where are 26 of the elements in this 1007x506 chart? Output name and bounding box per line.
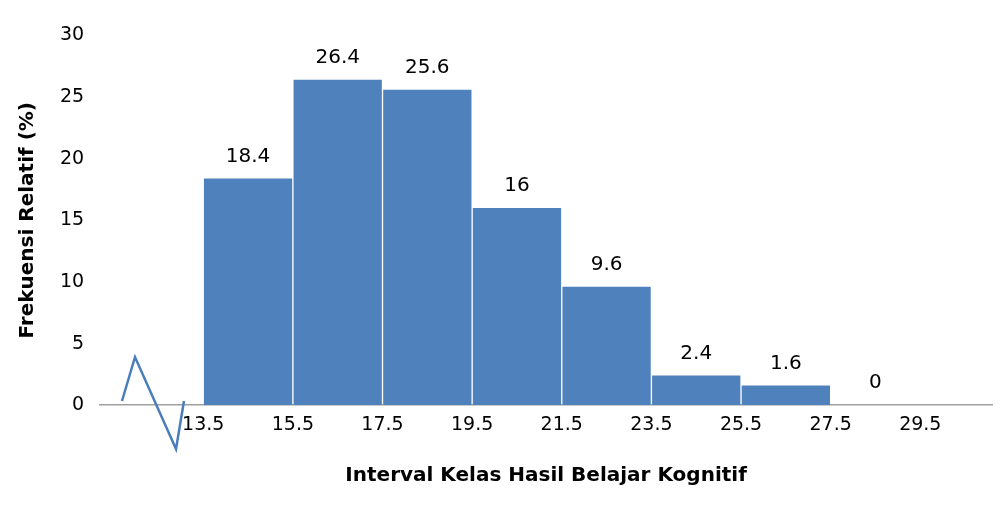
x-tick-label: 29.5 <box>899 411 942 434</box>
y-tick-label: 15 <box>59 207 85 230</box>
x-tick-label: 13.5 <box>182 411 225 434</box>
y-tick-label: 20 <box>59 145 85 168</box>
y-tick-label: 10 <box>59 268 85 291</box>
data-label: 25.6 <box>405 53 450 78</box>
y-tick-label: 25 <box>59 83 85 106</box>
data-label: 26.4 <box>315 43 360 68</box>
data-label: 9.6 <box>590 251 623 276</box>
data-label: 16 <box>504 172 530 197</box>
x-tick-label: 27.5 <box>809 411 852 434</box>
data-label: 18.4 <box>225 142 271 167</box>
data-label: 1.6 <box>769 349 802 374</box>
x-tick-label: 19.5 <box>450 411 494 434</box>
x-tick-label: 17.5 <box>361 411 404 434</box>
y-axis-title: Frekuensi Relatif (%) <box>14 102 39 339</box>
y-tick-label: 30 <box>59 22 85 45</box>
y-tick-label: 5 <box>72 330 85 353</box>
x-tick-label: 23.5 <box>630 411 673 434</box>
y-tick-label: 0 <box>72 392 85 415</box>
x-axis-title: Interval Kelas Hasil Belajar Kognitif <box>345 462 748 487</box>
x-tick-label: 25.5 <box>719 411 763 434</box>
data-label: 2.4 <box>680 339 713 364</box>
x-tick-label: 15.5 <box>271 411 315 434</box>
data-label: 0 <box>869 369 882 394</box>
x-tick-label: 21.5 <box>540 411 583 434</box>
